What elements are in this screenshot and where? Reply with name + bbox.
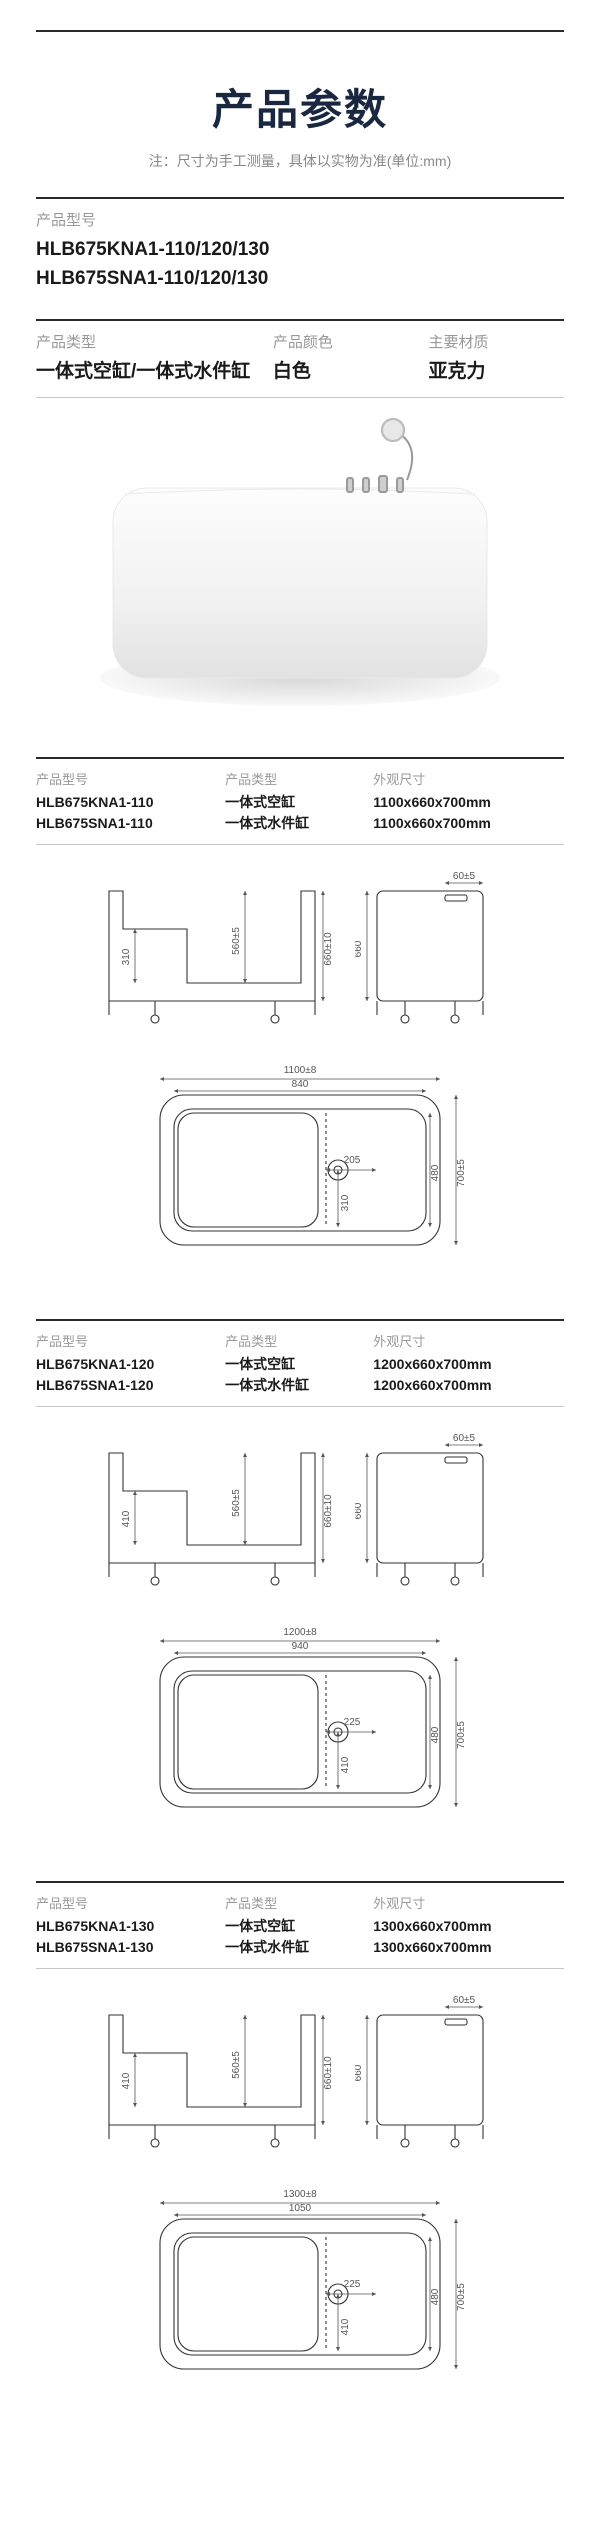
spec-model-2: HLB675SNA1-110 — [36, 813, 213, 834]
spec-type-1: 一体式空缸 — [225, 1916, 361, 1937]
divider — [36, 197, 564, 199]
divider — [36, 757, 564, 759]
spec-type-2: 一体式水件缸 — [225, 1375, 361, 1396]
variant-block: 产品型号 HLB675KNA1-130 HLB675SNA1-130 产品类型 … — [36, 1881, 564, 2399]
svg-text:410: 410 — [121, 2072, 132, 2089]
type-label: 产品类型 — [36, 331, 253, 352]
divider-thin — [36, 844, 564, 845]
svg-text:205: 205 — [344, 1155, 361, 1166]
svg-text:480: 480 — [430, 2288, 441, 2305]
spec-type-1: 一体式空缸 — [225, 792, 361, 813]
svg-text:660: 660 — [355, 2064, 364, 2081]
material-label: 主要材质 — [428, 331, 564, 352]
svg-text:310: 310 — [340, 1194, 351, 1211]
spec-type-label: 产品类型 — [225, 1893, 361, 1912]
spec-model-1: HLB675KNA1-110 — [36, 792, 213, 813]
svg-text:560±5: 560±5 — [231, 2050, 242, 2078]
svg-text:700±5: 700±5 — [456, 1158, 467, 1186]
spec-type-1: 一体式空缸 — [225, 1354, 361, 1375]
svg-text:410: 410 — [121, 1510, 132, 1527]
spec-model-1: HLB675KNA1-130 — [36, 1916, 213, 1937]
top-rule — [36, 30, 564, 32]
divider-thin — [36, 397, 564, 398]
spec-size-label: 外观尺寸 — [373, 769, 564, 788]
spec-model-label: 产品型号 — [36, 769, 213, 788]
technical-drawing: 410 560±5 660±10 60±5 660 1300±8 — [36, 1995, 564, 2399]
spec-type-2: 一体式水件缸 — [225, 1937, 361, 1958]
svg-text:60±5: 60±5 — [453, 871, 476, 882]
svg-text:225: 225 — [344, 1717, 361, 1728]
spec-type-label: 产品类型 — [225, 1331, 361, 1350]
spec-model-1: HLB675KNA1-120 — [36, 1354, 213, 1375]
svg-text:660±10: 660±10 — [323, 2055, 334, 2089]
spec-size-label: 外观尺寸 — [373, 1893, 564, 1912]
svg-text:1200±8: 1200±8 — [283, 1627, 317, 1638]
spec-size-2: 1100x660x700mm — [373, 813, 564, 834]
material-val: 亚克力 — [428, 358, 564, 387]
spec-model-label: 产品型号 — [36, 1331, 213, 1350]
spec-type-label: 产品类型 — [225, 769, 361, 788]
type-val: 一体式空缸/一体式水件缸 — [36, 358, 253, 387]
spec-size-1: 1200x660x700mm — [373, 1354, 564, 1375]
color-label: 产品颜色 — [273, 331, 409, 352]
svg-text:660: 660 — [355, 940, 364, 957]
svg-text:1050: 1050 — [289, 2203, 312, 2214]
svg-text:560±5: 560±5 — [231, 926, 242, 954]
svg-text:225: 225 — [344, 2279, 361, 2290]
spec-type-2: 一体式水件缸 — [225, 813, 361, 834]
spec-size-label: 外观尺寸 — [373, 1331, 564, 1350]
spec-model-2: HLB675SNA1-130 — [36, 1937, 213, 1958]
divider-thin — [36, 1968, 564, 1969]
svg-text:660: 660 — [355, 1502, 364, 1519]
variant-block: 产品型号 HLB675KNA1-120 HLB675SNA1-120 产品类型 … — [36, 1319, 564, 1837]
svg-text:660±10: 660±10 — [323, 931, 334, 965]
spec-size-2: 1300x660x700mm — [373, 1937, 564, 1958]
svg-text:700±5: 700±5 — [456, 2282, 467, 2310]
divider-thin — [36, 1406, 564, 1407]
model-val-1: HLB675KNA1-110/120/130 — [36, 236, 564, 265]
svg-text:310: 310 — [121, 948, 132, 965]
svg-text:60±5: 60±5 — [453, 1995, 476, 2006]
svg-text:410: 410 — [340, 1756, 351, 1773]
spec-size-1: 1300x660x700mm — [373, 1916, 564, 1937]
spec-size-1: 1100x660x700mm — [373, 792, 564, 813]
spec-size-2: 1200x660x700mm — [373, 1375, 564, 1396]
model-val-2: HLB675SNA1-110/120/130 — [36, 265, 564, 294]
technical-drawing: 410 560±5 660±10 60±5 660 1200±8 — [36, 1433, 564, 1837]
spec-model-2: HLB675SNA1-120 — [36, 1375, 213, 1396]
svg-text:60±5: 60±5 — [453, 1433, 476, 1444]
color-val: 白色 — [273, 358, 409, 387]
svg-text:560±5: 560±5 — [231, 1488, 242, 1516]
svg-text:480: 480 — [430, 1726, 441, 1743]
page-title: 产品参数 — [36, 76, 564, 137]
technical-drawing: 310 560±5 660±10 60±5 660 1100±8 — [36, 871, 564, 1275]
svg-text:940: 940 — [292, 1641, 309, 1652]
svg-text:410: 410 — [340, 2318, 351, 2335]
variant-block: 产品型号 HLB675KNA1-110 HLB675SNA1-110 产品类型 … — [36, 757, 564, 1275]
page-subtitle: 注：尺寸为手工测量，具体以实物为准(单位:mm) — [36, 151, 564, 171]
svg-text:700±5: 700±5 — [456, 1720, 467, 1748]
divider — [36, 1881, 564, 1883]
svg-text:480: 480 — [430, 1164, 441, 1181]
product-image — [36, 418, 564, 713]
model-label: 产品型号 — [36, 209, 564, 230]
svg-text:840: 840 — [292, 1079, 309, 1090]
divider — [36, 319, 564, 321]
svg-text:660±10: 660±10 — [323, 1493, 334, 1527]
svg-text:1300±8: 1300±8 — [283, 2189, 317, 2200]
divider — [36, 1319, 564, 1321]
svg-text:1100±8: 1100±8 — [284, 1065, 317, 1076]
spec-model-label: 产品型号 — [36, 1893, 213, 1912]
